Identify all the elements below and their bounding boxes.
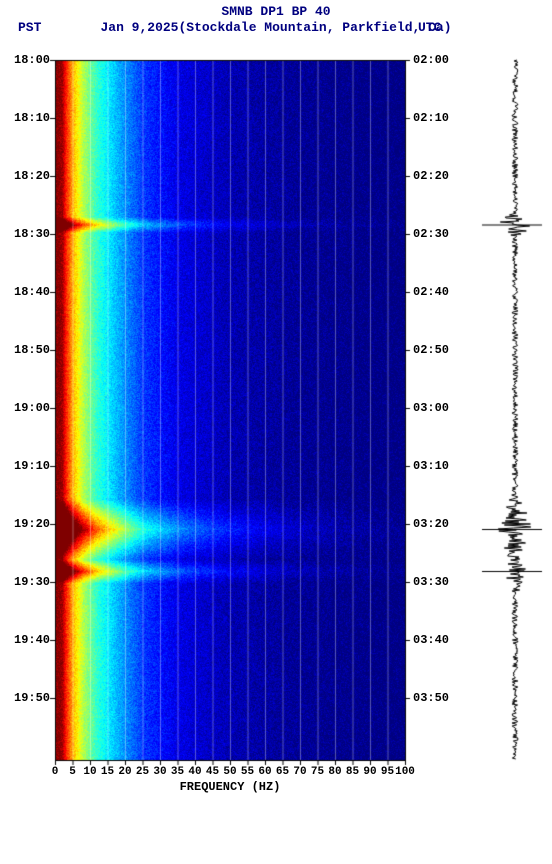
y-tick-left: 18:40 xyxy=(14,285,50,299)
x-tick: 60 xyxy=(258,766,271,778)
y-tick-right: 03:10 xyxy=(413,459,449,473)
x-tick: 25 xyxy=(136,766,149,778)
y-tick-left: 18:50 xyxy=(14,343,50,357)
y-tick-left: 19:10 xyxy=(14,459,50,473)
y-tick-left: 19:30 xyxy=(14,575,50,589)
y-tick-left: 19:40 xyxy=(14,633,50,647)
x-tick: 65 xyxy=(276,766,289,778)
x-tick: 20 xyxy=(118,766,131,778)
x-tick: 50 xyxy=(223,766,236,778)
x-tick: 15 xyxy=(101,766,114,778)
y-tick-right: 03:20 xyxy=(413,517,449,531)
x-axis-label: FREQUENCY (HZ) xyxy=(180,780,281,794)
y-tick-right: 03:50 xyxy=(413,691,449,705)
y-tick-right: 02:30 xyxy=(413,227,449,241)
x-tick: 85 xyxy=(346,766,359,778)
y-tick-right: 03:40 xyxy=(413,633,449,647)
y-tick-right: 02:50 xyxy=(413,343,449,357)
x-tick: 55 xyxy=(241,766,254,778)
x-tick: 90 xyxy=(363,766,376,778)
x-tick: 0 xyxy=(52,766,59,778)
x-tick: 30 xyxy=(153,766,166,778)
x-tick: 40 xyxy=(188,766,201,778)
x-tick: 5 xyxy=(69,766,76,778)
y-tick-right: 02:40 xyxy=(413,285,449,299)
x-tick: 95 xyxy=(381,766,394,778)
spectrogram-canvas xyxy=(0,0,552,864)
y-tick-right: 03:30 xyxy=(413,575,449,589)
x-tick: 80 xyxy=(328,766,341,778)
y-tick-left: 19:50 xyxy=(14,691,50,705)
y-tick-left: 18:00 xyxy=(14,53,50,67)
x-tick: 35 xyxy=(171,766,184,778)
y-tick-left: 19:20 xyxy=(14,517,50,531)
y-tick-left: 18:30 xyxy=(14,227,50,241)
y-tick-right: 03:00 xyxy=(413,401,449,415)
y-tick-right: 02:10 xyxy=(413,111,449,125)
y-tick-left: 18:20 xyxy=(14,169,50,183)
y-tick-right: 02:00 xyxy=(413,53,449,67)
x-tick: 75 xyxy=(311,766,324,778)
y-tick-left: 19:00 xyxy=(14,401,50,415)
x-tick: 70 xyxy=(293,766,306,778)
x-tick: 10 xyxy=(83,766,96,778)
y-tick-right: 02:20 xyxy=(413,169,449,183)
x-tick: 45 xyxy=(206,766,219,778)
y-tick-left: 18:10 xyxy=(14,111,50,125)
x-tick: 100 xyxy=(395,766,415,778)
